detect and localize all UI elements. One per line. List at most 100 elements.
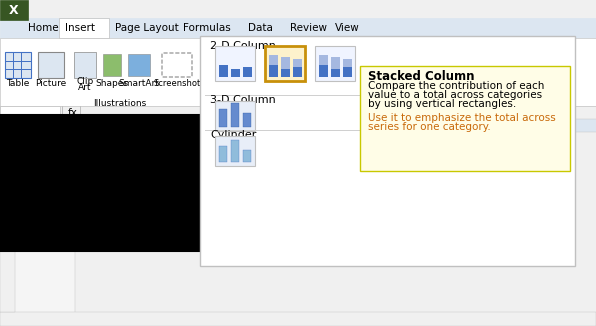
Text: Home: Home bbox=[28, 23, 58, 33]
Text: C: C bbox=[111, 121, 119, 130]
Text: Area: Area bbox=[358, 88, 380, 98]
Text: $41: $41 bbox=[211, 170, 231, 180]
Text: Oth: Oth bbox=[435, 85, 453, 95]
Bar bbox=[218, 69, 224, 99]
Bar bbox=[235, 119, 315, 132]
Text: $29: $29 bbox=[211, 153, 231, 163]
Text: $25: $25 bbox=[211, 204, 231, 214]
Text: Illustrations: Illustrations bbox=[94, 99, 147, 109]
Bar bbox=[219, 146, 227, 162]
Text: Line: Line bbox=[262, 88, 283, 98]
Bar bbox=[0, 200, 400, 217]
Bar bbox=[215, 46, 255, 81]
Text: Picture: Picture bbox=[35, 80, 67, 88]
Text: $28: $28 bbox=[131, 204, 151, 214]
Bar bbox=[219, 65, 228, 77]
Bar bbox=[0, 0, 28, 20]
Text: Insert: Insert bbox=[65, 23, 95, 33]
Bar bbox=[269, 65, 278, 77]
Bar bbox=[62, 106, 63, 119]
Bar bbox=[293, 59, 302, 67]
Text: Quarter 1: Quarter 1 bbox=[89, 136, 141, 146]
Text: E: E bbox=[272, 121, 278, 130]
Bar bbox=[210, 69, 216, 91]
Bar bbox=[5, 52, 31, 78]
Bar bbox=[0, 119, 75, 132]
Bar bbox=[0, 183, 400, 200]
Text: Stacked Column: Stacked Column bbox=[368, 69, 474, 82]
Bar bbox=[281, 69, 290, 77]
Bar bbox=[343, 59, 352, 67]
Text: B: B bbox=[33, 121, 41, 130]
Bar bbox=[0, 106, 60, 119]
Text: Quarter 2: Quarter 2 bbox=[169, 136, 222, 146]
Text: Quarter 3: Quarter 3 bbox=[249, 136, 302, 146]
Text: Pie: Pie bbox=[295, 88, 309, 98]
Bar bbox=[0, 312, 596, 326]
Text: $45: $45 bbox=[131, 170, 151, 180]
Text: Southeast: Southeast bbox=[4, 221, 57, 231]
Text: series for one category.: series for one category. bbox=[368, 122, 491, 132]
Bar bbox=[319, 55, 328, 65]
Text: $: $ bbox=[364, 221, 371, 231]
Text: D: D bbox=[191, 121, 199, 130]
Text: $43: $43 bbox=[291, 153, 311, 163]
Bar bbox=[0, 38, 596, 108]
Bar bbox=[0, 217, 400, 234]
Bar bbox=[80, 106, 81, 119]
Bar bbox=[215, 136, 255, 166]
Bar bbox=[13, 52, 14, 78]
Bar bbox=[265, 46, 305, 81]
Bar bbox=[59, 18, 109, 38]
Bar bbox=[331, 69, 340, 77]
Text: $22: $22 bbox=[131, 187, 151, 197]
Text: Use it to emphasize the total across: Use it to emphasize the total across bbox=[368, 113, 555, 123]
Text: $32: $32 bbox=[131, 153, 151, 163]
Bar bbox=[0, 250, 15, 312]
Text: 3-D Column: 3-D Column bbox=[210, 95, 276, 105]
Bar bbox=[243, 150, 251, 162]
Text: $20: $20 bbox=[211, 187, 231, 197]
Bar bbox=[0, 106, 596, 119]
Text: $23: $23 bbox=[211, 221, 231, 231]
Text: $: $ bbox=[364, 187, 371, 197]
Text: View: View bbox=[335, 23, 360, 33]
Bar bbox=[360, 66, 570, 171]
Text: Quarte: Quarte bbox=[326, 136, 364, 146]
Text: F: F bbox=[342, 121, 348, 130]
Bar bbox=[0, 18, 596, 38]
Text: SmartArt: SmartArt bbox=[119, 80, 160, 88]
Text: $35: $35 bbox=[291, 221, 311, 231]
Text: $38: $38 bbox=[291, 204, 311, 214]
Text: Clip: Clip bbox=[76, 78, 94, 86]
Bar bbox=[205, 47, 249, 91]
Bar bbox=[5, 69, 31, 70]
Text: Art: Art bbox=[78, 82, 92, 92]
Text: Midwest: Midwest bbox=[4, 187, 47, 197]
Text: $2: $2 bbox=[356, 238, 371, 248]
Bar bbox=[38, 52, 64, 78]
Bar bbox=[200, 44, 201, 104]
Text: 2-D Column: 2-D Column bbox=[210, 41, 276, 51]
Text: $153: $153 bbox=[122, 238, 151, 248]
Text: Screenshot: Screenshot bbox=[153, 80, 201, 88]
Text: Northwest: Northwest bbox=[4, 153, 58, 163]
Bar bbox=[315, 119, 375, 132]
Text: Column: Column bbox=[209, 91, 246, 101]
Bar bbox=[315, 46, 355, 81]
Bar bbox=[103, 54, 121, 76]
Bar bbox=[0, 166, 400, 183]
Text: Total: Total bbox=[4, 238, 33, 248]
Bar bbox=[0, 149, 400, 166]
Text: Data: Data bbox=[248, 23, 273, 33]
Bar bbox=[243, 67, 252, 77]
Text: ▾: ▾ bbox=[236, 94, 240, 102]
Bar bbox=[128, 54, 150, 76]
Text: $138: $138 bbox=[202, 238, 231, 248]
Bar bbox=[5, 61, 31, 62]
Bar bbox=[0, 115, 400, 251]
Bar bbox=[200, 36, 575, 266]
Bar bbox=[205, 130, 565, 131]
Text: Scatter: Scatter bbox=[392, 88, 427, 98]
Text: by using vertical rectangles.: by using vertical rectangles. bbox=[368, 99, 516, 109]
